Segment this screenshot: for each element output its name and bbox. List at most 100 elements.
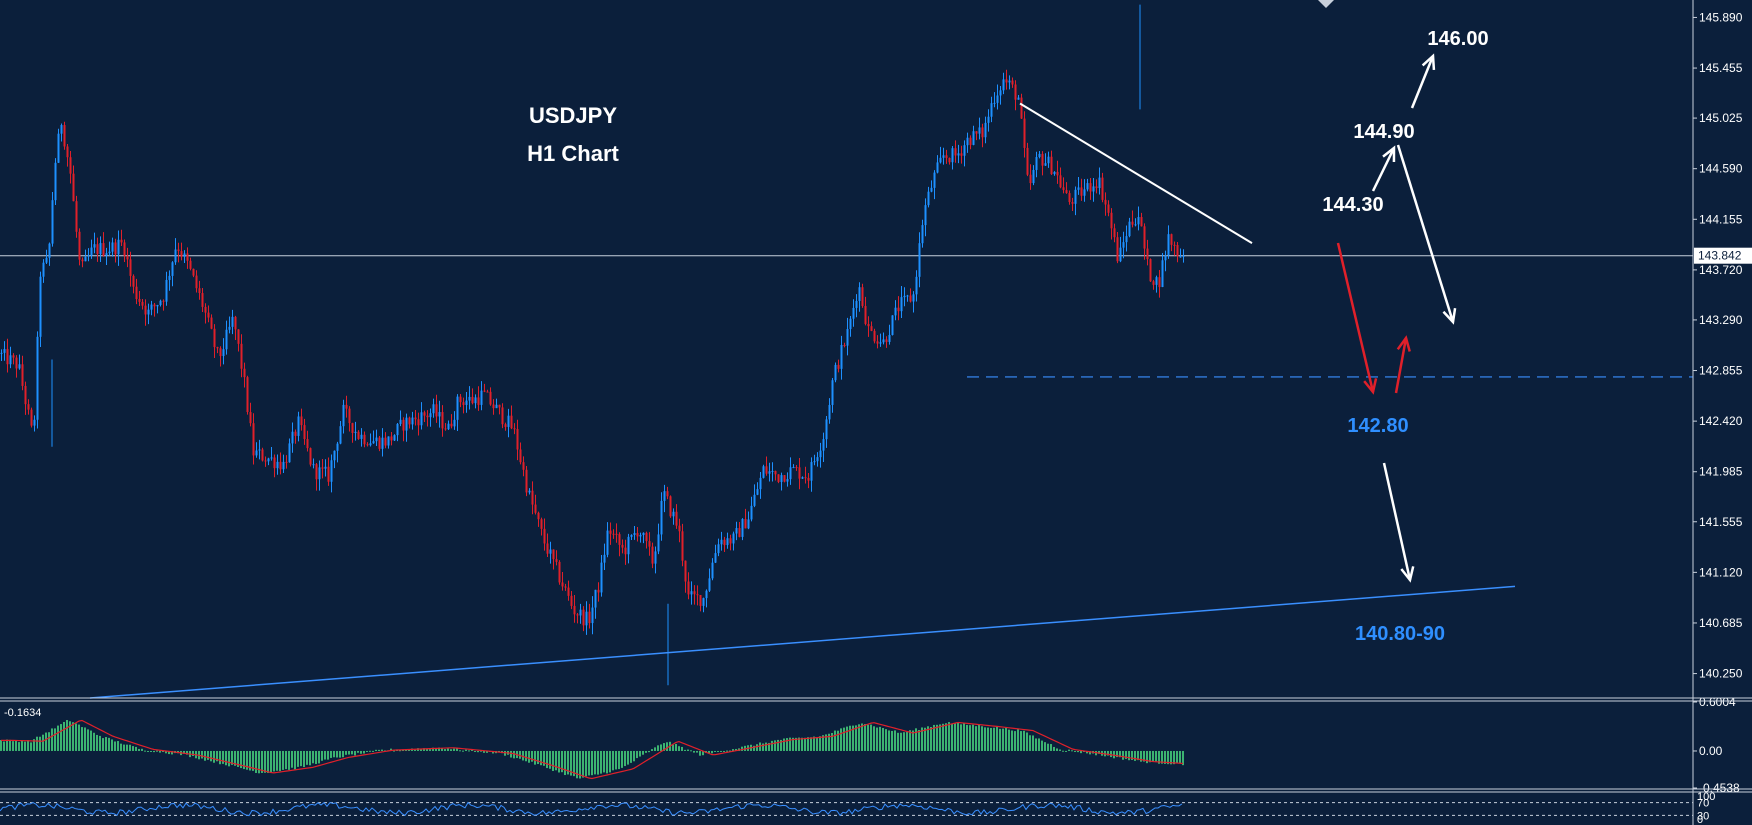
- macd-histogram-bar: [147, 750, 149, 752]
- macd-histogram-bar: [1119, 750, 1121, 758]
- annotation-142-80: 142.80: [1347, 415, 1408, 437]
- candle-body: [534, 504, 537, 513]
- y-tick-label: 140.250: [1699, 667, 1743, 681]
- macd-histogram-bar: [789, 737, 791, 751]
- candle-body: [342, 404, 345, 427]
- current-price-label: 143.842: [1698, 249, 1742, 263]
- candle-body: [864, 305, 867, 324]
- candle-body: [450, 423, 453, 427]
- candle-body: [546, 543, 549, 554]
- macd-histogram-bar: [222, 750, 224, 764]
- macd-histogram-bar: [276, 750, 278, 771]
- candle-body: [978, 127, 981, 134]
- macd-histogram-bar: [774, 740, 776, 751]
- candle-body: [873, 330, 876, 342]
- candle-body: [417, 419, 420, 426]
- macd-histogram-bar: [600, 750, 602, 774]
- y-tick-label: 141.555: [1699, 515, 1743, 529]
- y-tick-label: 141.120: [1699, 565, 1743, 579]
- macd-histogram-bar: [42, 734, 44, 751]
- macd-histogram-bar: [297, 750, 299, 767]
- candle-body: [1149, 259, 1152, 282]
- macd-histogram-bar: [504, 750, 506, 756]
- macd-histogram-bar: [606, 750, 608, 774]
- macd-histogram-bar: [717, 750, 719, 752]
- macd-histogram-bar: [894, 730, 896, 751]
- macd-histogram-bar: [324, 750, 326, 760]
- candle-body: [468, 396, 471, 401]
- candle-body: [15, 357, 18, 369]
- candle-body: [51, 200, 54, 244]
- candle-body: [483, 390, 486, 392]
- candle-body: [180, 251, 183, 257]
- candle-body: [303, 425, 306, 440]
- candle-body: [156, 304, 159, 307]
- candle-body: [729, 538, 732, 544]
- candle-body: [759, 477, 762, 490]
- macd-histogram-bar: [462, 750, 464, 752]
- candle-body: [762, 466, 765, 478]
- candle-body: [591, 607, 594, 624]
- candle-body: [1017, 97, 1020, 100]
- macd-histogram-bar: [1011, 730, 1013, 751]
- ascending-support-line: [89, 585, 1516, 699]
- candle-body: [924, 205, 927, 226]
- candle-body: [465, 400, 468, 405]
- macd-histogram-bar: [99, 735, 101, 751]
- macd-histogram-bar: [513, 750, 515, 759]
- candle-body: [771, 470, 774, 472]
- candle-body: [552, 549, 555, 560]
- macd-histogram-bar: [1170, 750, 1172, 765]
- trendlines: [89, 102, 1693, 699]
- candle-body: [1020, 97, 1023, 119]
- candle-body: [1011, 80, 1014, 85]
- candle-body: [435, 404, 438, 417]
- candle-body: [249, 412, 252, 424]
- macd-histogram-bar: [873, 726, 875, 751]
- macd-histogram-bar: [633, 750, 635, 762]
- candle-body: [75, 201, 78, 232]
- candle-body: [144, 305, 147, 315]
- macd-histogram-bar: [75, 723, 77, 751]
- macd-histogram-bar: [765, 742, 767, 751]
- candle-body: [561, 582, 564, 587]
- candle-body: [309, 448, 312, 465]
- macd-histogram-bar: [360, 750, 362, 754]
- candle-body: [1173, 244, 1176, 246]
- candle-body: [297, 416, 300, 436]
- candle-body: [1074, 189, 1077, 204]
- macd-histogram-bar: [936, 724, 938, 751]
- candle-body: [630, 534, 633, 537]
- macd-histogram-bar: [1071, 750, 1073, 752]
- candle-body: [927, 191, 930, 206]
- macd-histogram-bar: [612, 750, 614, 771]
- macd-histogram-bar: [168, 750, 170, 755]
- candle-body: [87, 255, 90, 257]
- macd-histogram-bar: [372, 750, 374, 752]
- macd-histogram-bar: [621, 750, 623, 768]
- macd-histogram-bar: [660, 744, 662, 751]
- macd-histogram-bar: [69, 721, 71, 751]
- candle-body: [795, 467, 798, 469]
- macd-histogram-bar: [1176, 750, 1178, 763]
- arrow-up-to-146-head: [1421, 53, 1436, 71]
- candle-body: [426, 415, 429, 418]
- macd-histogram-bar: [6, 739, 8, 751]
- macd-histogram-bar: [357, 750, 359, 753]
- candle-body: [174, 249, 177, 263]
- candle-body: [177, 249, 180, 252]
- macd-histogram-bar: [63, 721, 65, 751]
- candle-body: [642, 532, 645, 536]
- candle-body: [279, 461, 282, 470]
- candle-body: [993, 102, 996, 104]
- candle-body: [1032, 169, 1035, 184]
- macd-histogram-bar: [1089, 750, 1091, 755]
- macd-histogram-bar: [132, 746, 134, 751]
- candle-body: [834, 364, 837, 381]
- candle-body: [756, 489, 759, 495]
- macd-histogram-bar: [576, 750, 578, 779]
- candle-body: [1152, 281, 1155, 285]
- macd-histogram-bar: [312, 750, 314, 764]
- candle-body: [747, 519, 750, 529]
